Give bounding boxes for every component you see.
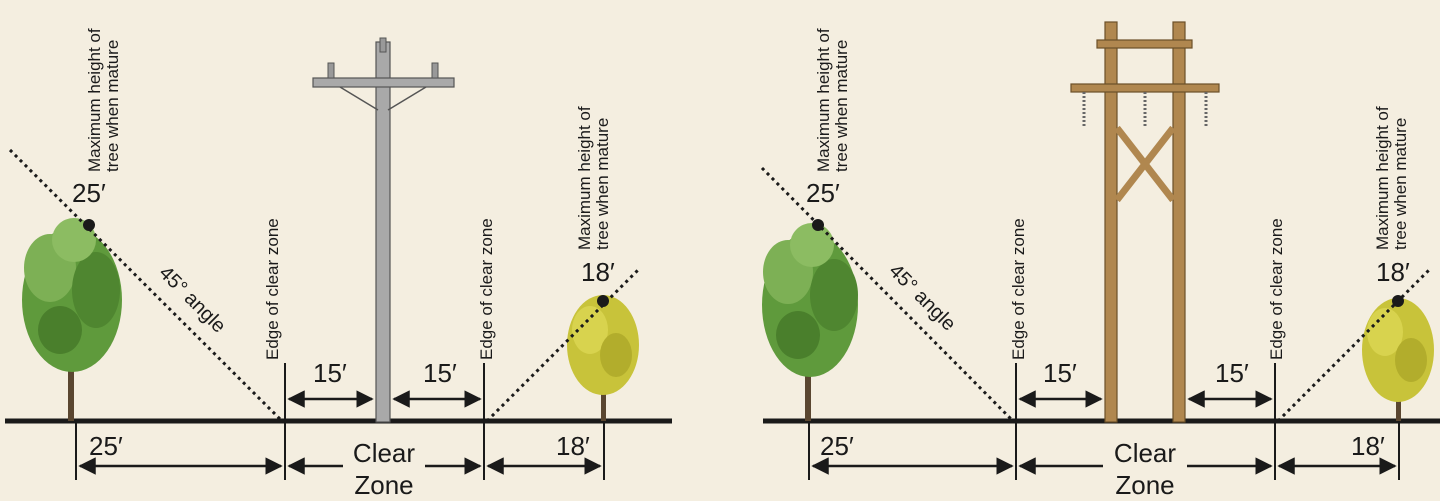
clear-label: Clear — [353, 438, 415, 468]
max-height-line1: Maximum height of — [814, 28, 833, 172]
angle-line-left — [760, 166, 1015, 423]
single-pole-icon — [312, 37, 455, 423]
max-height-line1: Maximum height of — [85, 28, 104, 172]
height-dot-right — [597, 295, 609, 307]
max-height-line2: tree when mature — [1391, 118, 1410, 250]
edge-of-clear-zone-right: Edge of clear zone — [1267, 218, 1286, 360]
tree-right-height: 18′ — [1376, 257, 1410, 287]
angle-line-right — [485, 266, 642, 423]
tree-left-height: 25′ — [72, 178, 106, 208]
angle-label: 45° angle — [884, 260, 959, 335]
angle-line-left — [8, 148, 284, 423]
tree-right-icon — [567, 295, 639, 421]
clear-right-dim: 15′ — [1215, 358, 1249, 388]
tree-left-icon — [762, 223, 858, 421]
max-height-line2: tree when mature — [593, 118, 612, 250]
max-height-label-right: Maximum height of tree when mature — [575, 106, 612, 250]
max-height-label-left: Maximum height of tree when mature — [85, 28, 122, 172]
angle-line-right — [1276, 267, 1432, 423]
tree-right-height: 18′ — [581, 257, 615, 287]
clear-left-dim: 15′ — [1043, 358, 1077, 388]
ground-left-dim: 25′ — [89, 431, 123, 461]
max-height-label-right: Maximum height of tree when mature — [1373, 106, 1410, 250]
max-height-line1: Maximum height of — [575, 106, 594, 250]
angle-label: 45° angle — [154, 262, 229, 337]
max-height-line1: Maximum height of — [1373, 106, 1392, 250]
max-height-label-left: Maximum height of tree when mature — [814, 28, 851, 172]
max-height-line2: tree when mature — [832, 40, 851, 172]
clear-left-dim: 15′ — [313, 358, 347, 388]
ground-right-dim: 18′ — [556, 431, 590, 461]
edge-of-clear-zone-left: Edge of clear zone — [263, 218, 282, 360]
zone-label: Zone — [1115, 470, 1174, 500]
height-dot-left — [812, 219, 824, 231]
height-dot-left — [83, 219, 95, 231]
clear-label: Clear — [1114, 438, 1176, 468]
edge-of-clear-zone-left: Edge of clear zone — [1009, 218, 1028, 360]
zone-label: Zone — [354, 470, 413, 500]
max-height-line2: tree when mature — [103, 40, 122, 172]
tree-left-height: 25′ — [806, 178, 840, 208]
ground-right-dim: 18′ — [1351, 431, 1385, 461]
ground-left-dim: 25′ — [820, 431, 854, 461]
tree-right-icon — [1362, 298, 1434, 421]
height-dot-right — [1392, 295, 1404, 307]
edge-of-clear-zone-right: Edge of clear zone — [477, 218, 496, 360]
tree-left-icon — [22, 218, 122, 421]
h-frame-pole-icon — [1070, 21, 1220, 423]
panel-h-frame: Maximum height of tree when mature Maxim… — [760, 21, 1440, 500]
clear-right-dim: 15′ — [423, 358, 457, 388]
panel-single-pole: Maximum height of tree when mature Maxim… — [5, 28, 672, 500]
